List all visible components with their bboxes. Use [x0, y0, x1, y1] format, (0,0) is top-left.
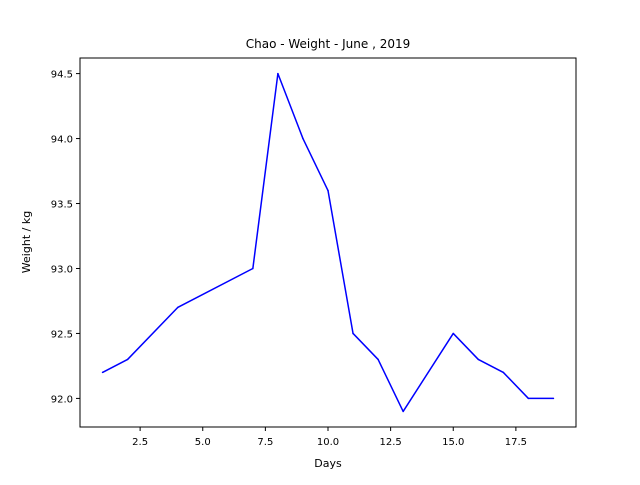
y-tick-label: 93.5 — [51, 200, 73, 211]
weight-series-line — [102, 72, 554, 413]
data-point — [552, 397, 555, 400]
y-tick-label: 94.5 — [51, 70, 73, 81]
data-point — [527, 397, 530, 400]
y-tick-label: 94.0 — [51, 135, 73, 146]
y-axis-label: Weight / kg — [20, 211, 33, 273]
data-point — [302, 137, 304, 140]
data-point — [126, 358, 129, 361]
y-axis: 92.0 92.5 93.0 93.5 94.0 94.5 — [51, 70, 80, 405]
data-point — [252, 267, 254, 270]
x-tick-label: 12.5 — [379, 437, 401, 448]
y-tick-label: 92.0 — [51, 394, 73, 405]
data-point — [327, 189, 329, 192]
data-point — [452, 332, 455, 335]
x-tick-label: 2.5 — [132, 437, 148, 448]
x-tick-label: 10.0 — [317, 437, 339, 448]
data-point — [377, 358, 379, 361]
data-point — [352, 332, 354, 335]
chart-title: Chao - Weight - June , 2019 — [246, 37, 411, 51]
data-point — [477, 358, 480, 361]
x-axis: 2.5 5.0 7.5 10.0 12.5 15.0 17.5 — [132, 427, 527, 448]
x-tick-label: 7.5 — [257, 437, 273, 448]
data-point — [176, 306, 179, 309]
x-tick-label: 17.5 — [505, 437, 527, 448]
x-tick-label: 15.0 — [442, 437, 464, 448]
series-layer — [101, 72, 555, 413]
y-tick-label: 92.5 — [51, 329, 73, 340]
data-point — [402, 410, 404, 413]
x-tick-label: 5.0 — [195, 437, 211, 448]
x-axis-label: Days — [314, 457, 342, 470]
data-point — [101, 371, 104, 374]
data-point — [502, 371, 505, 374]
data-point — [277, 72, 279, 75]
y-tick-label: 93.0 — [51, 264, 73, 275]
